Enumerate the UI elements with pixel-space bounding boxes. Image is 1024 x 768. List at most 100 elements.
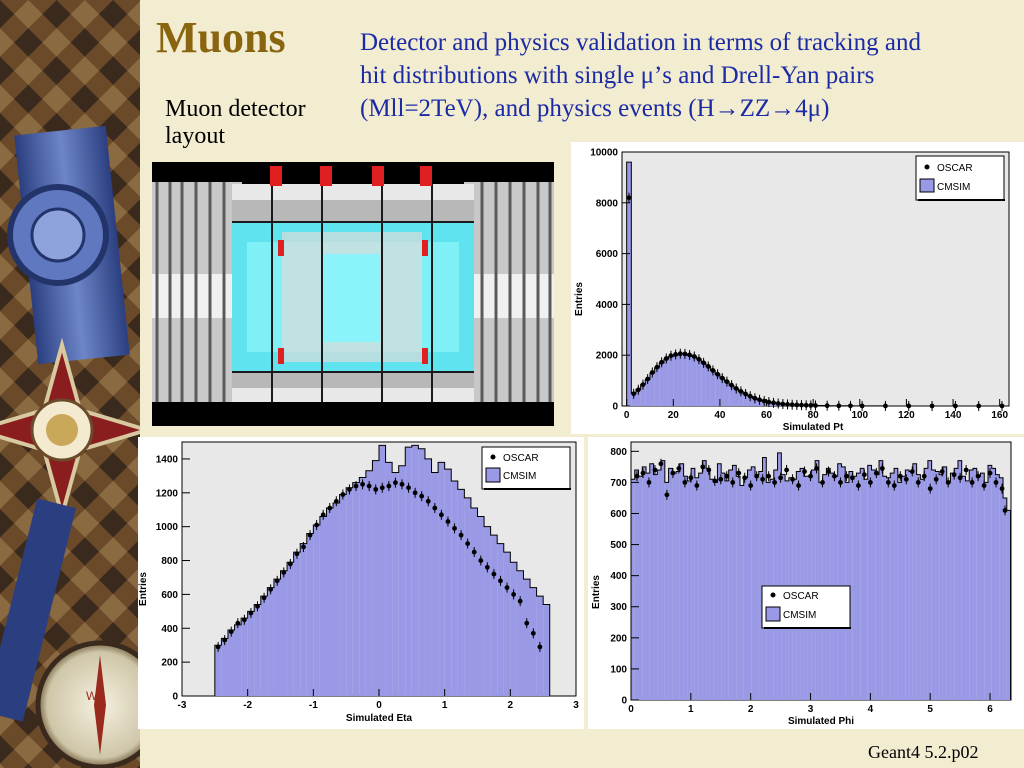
histogram-bar-cmsim <box>679 463 684 700</box>
data-point-oscar <box>775 401 781 406</box>
muon-detector-layout-image <box>152 162 554 426</box>
data-point-oscar <box>406 485 411 491</box>
histogram-bar-cmsim <box>826 468 831 700</box>
y-tick-label: 10000 <box>590 148 618 159</box>
histogram-bar-cmsim <box>683 476 688 700</box>
histogram-bar-cmsim <box>811 469 816 700</box>
histogram-bar-cmsim <box>864 479 868 700</box>
slide-description: Detector and physics validation in terms… <box>360 26 1010 125</box>
pt-histogram-panel: 0 20 40 60 80 100 120 140 160 0 2000 4000 6000 8000 10… <box>571 142 1024 434</box>
data-point-oscar <box>670 470 676 476</box>
data-point-oscar <box>785 402 790 407</box>
y-tick-label: 700 <box>610 478 627 489</box>
histogram-bar-cmsim <box>626 162 632 406</box>
histogram-bar-cmsim <box>946 482 951 700</box>
slide-footer: Geant4 5.2.p02 <box>868 742 979 762</box>
x-tick-label: 5 <box>927 704 933 715</box>
data-point-oscar <box>761 398 767 404</box>
data-point-oscar <box>790 476 795 482</box>
data-point-oscar <box>287 561 293 567</box>
histogram-bar-cmsim <box>661 460 665 700</box>
histogram-bar-cmsim <box>694 477 699 700</box>
data-point-oscar <box>694 483 700 488</box>
data-point-oscar <box>780 401 786 407</box>
histogram-bar-cmsim <box>724 480 729 700</box>
histogram-bar-cmsim <box>909 471 913 700</box>
x-tick-label: 140 <box>945 410 962 421</box>
histogram-bar-cmsim <box>961 476 966 700</box>
histogram-bar-cmsim <box>942 466 947 700</box>
data-point-oscar <box>701 360 706 366</box>
data-point-oscar <box>794 402 800 408</box>
phi-histogram-panel: 0 1 2 3 4 5 6 0 100 200 300 400 500 600 700 800 OSCAR C… <box>588 437 1024 729</box>
histogram-bar-cmsim <box>991 468 996 700</box>
histogram-bar-cmsim <box>365 470 373 696</box>
histogram-bar-cmsim <box>691 468 695 700</box>
y-tick-label: 600 <box>610 509 627 520</box>
histogram-bar-cmsim <box>477 516 485 696</box>
detector-barrel <box>232 184 474 402</box>
histogram-bar-cmsim <box>438 462 445 696</box>
data-point-oscar <box>906 403 912 409</box>
histogram-bar-cmsim <box>927 460 932 700</box>
histogram-bar-cmsim <box>867 465 872 700</box>
x-tick-label: 0 <box>376 700 382 711</box>
data-point-oscar <box>752 395 758 401</box>
histogram-bar-cmsim <box>431 472 439 696</box>
histogram-bar-cmsim <box>234 624 242 696</box>
histogram-outline-cmsim <box>214 444 551 696</box>
data-point-oscar <box>820 480 825 485</box>
histogram-bar-cmsim <box>901 476 906 700</box>
data-point-oscar <box>808 473 813 479</box>
histogram-bar-cmsim <box>924 468 928 700</box>
data-point-oscar <box>724 379 730 385</box>
histogram-bar-cmsim <box>931 469 936 700</box>
data-point-oscar <box>307 532 313 538</box>
data-point-oscar <box>255 603 260 609</box>
data-point-oscar <box>957 475 963 481</box>
eta-histogram-chart: -3 -2 -1 0 1 2 3 0 200 400 600 800 1000 1200 1400 OSCA… <box>138 441 579 724</box>
data-point-oscar <box>640 470 646 476</box>
data-point-oscar <box>425 498 431 504</box>
data-point-oscar <box>861 472 867 478</box>
data-point-oscar <box>432 505 438 511</box>
histogram-bar-cmsim <box>935 471 940 700</box>
histogram-bar-cmsim <box>313 524 320 696</box>
histogram-bar-cmsim <box>687 480 692 700</box>
legend-label-cmsim: CMSIM <box>783 610 816 621</box>
data-point-oscar <box>649 370 655 375</box>
data-point-oscar <box>945 480 951 485</box>
x-axis-label: Simulated Pt <box>783 422 844 433</box>
histogram-bar-cmsim <box>646 473 650 700</box>
legend-swatch-cmsim <box>765 606 781 622</box>
data-point-oscar <box>281 569 287 575</box>
data-point-oscar <box>891 483 897 488</box>
data-point-oscar <box>814 466 819 471</box>
histogram-bar-cmsim <box>738 391 744 406</box>
histogram-bar-cmsim <box>631 393 636 406</box>
data-point-oscar <box>710 368 716 373</box>
data-point-oscar <box>738 388 744 394</box>
histogram-bar-cmsim <box>969 469 973 700</box>
data-point-oscar <box>379 485 385 491</box>
histogram-bar-cmsim <box>773 469 778 700</box>
histogram-bar-cmsim <box>701 362 706 406</box>
histogram-bar-cmsim <box>965 480 970 700</box>
data-point-oscar <box>789 402 795 408</box>
histogram-bar-cmsim <box>649 372 655 406</box>
eta-histogram-panel: -3 -2 -1 0 1 2 3 0 200 400 600 800 1000 1200 1400 OSCA… <box>138 437 584 729</box>
histogram-bar-cmsim <box>702 460 707 700</box>
data-point-oscar <box>754 473 760 479</box>
layout-label-line: Muon detector <box>165 96 306 122</box>
data-point-oscar <box>222 637 228 643</box>
histogram-bar-cmsim <box>1006 510 1011 700</box>
data-point-oscar <box>712 478 718 484</box>
data-point-oscar <box>634 473 640 479</box>
data-point-oscar <box>724 473 730 479</box>
y-tick-label: 500 <box>610 540 627 551</box>
data-point-oscar <box>327 505 333 511</box>
histogram-bar-cmsim <box>654 367 660 406</box>
y-tick-label: 100 <box>610 664 627 675</box>
data-point-oscar <box>498 578 503 584</box>
data-point-oscar <box>640 382 646 388</box>
